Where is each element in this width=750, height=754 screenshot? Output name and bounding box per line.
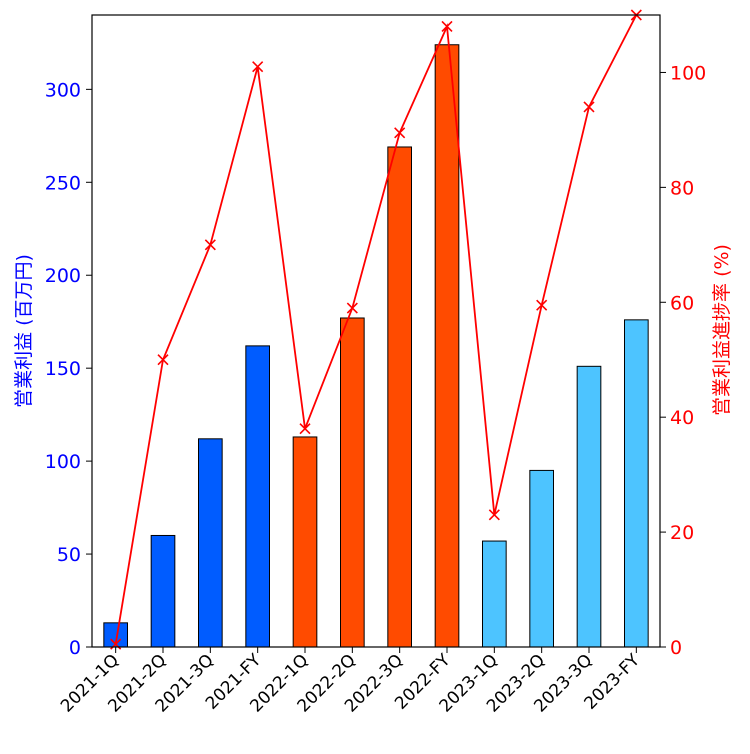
marker-2021-FY xyxy=(252,61,264,73)
marker-2022-2Q xyxy=(346,302,358,314)
left-tick-label: 100 xyxy=(45,451,81,473)
marker-2023-3Q xyxy=(583,101,595,113)
left-tick-label: 250 xyxy=(45,172,81,194)
bar-2022-3Q xyxy=(387,146,413,648)
x-axis: 2021-1Q2021-2Q2021-3Q2021-FY2022-1Q2022-… xyxy=(57,647,644,717)
right-tick-label: 60 xyxy=(670,292,694,314)
right-tick-label: 100 xyxy=(670,62,706,84)
line-layer xyxy=(110,9,642,650)
marker-2021-3Q xyxy=(204,239,216,251)
bar-2023-2Q xyxy=(529,469,554,648)
right-tick-label: 20 xyxy=(670,522,694,544)
left-y-axis-label: 営業利益 (百万円) xyxy=(13,254,35,408)
marker-2023-2Q xyxy=(536,299,548,311)
left-tick-label: 0 xyxy=(69,637,81,659)
bar-2022-2Q xyxy=(340,317,365,648)
left-y-axis: 0 50 100 150 200 250 300 xyxy=(45,79,92,659)
left-tick-label: 200 xyxy=(45,265,81,287)
bar-2022-1Q xyxy=(292,436,318,648)
marker-2022-3Q xyxy=(394,127,406,139)
left-tick-label: 300 xyxy=(45,79,81,101)
plot-frame xyxy=(91,14,661,648)
marker-2023-1Q xyxy=(488,509,500,521)
bar-2023-FY xyxy=(624,319,649,648)
bar-2021-2Q xyxy=(150,534,176,648)
right-y-axis-label: 営業利益進捗率 (%) xyxy=(711,244,733,416)
marker-2021-2Q xyxy=(157,354,169,366)
bar-2023-1Q xyxy=(482,540,507,648)
left-tick-label: 50 xyxy=(57,544,81,566)
right-tick-label: 0 xyxy=(670,637,682,659)
bar-2023-3Q xyxy=(576,365,602,648)
right-tick-label: 80 xyxy=(670,177,694,199)
bar-2021-3Q xyxy=(198,438,223,648)
bar-2022-FY xyxy=(434,44,460,648)
right-tick-label: 40 xyxy=(670,407,694,429)
bar-2021-FY xyxy=(245,345,270,648)
marker-2022-FY xyxy=(441,20,453,33)
marker-2022-1Q xyxy=(299,423,311,435)
left-tick-label: 150 xyxy=(45,358,81,380)
progress-line xyxy=(114,14,638,645)
right-y-axis: 0 20 40 60 80 100 xyxy=(660,62,706,659)
bars-layer xyxy=(103,44,649,648)
